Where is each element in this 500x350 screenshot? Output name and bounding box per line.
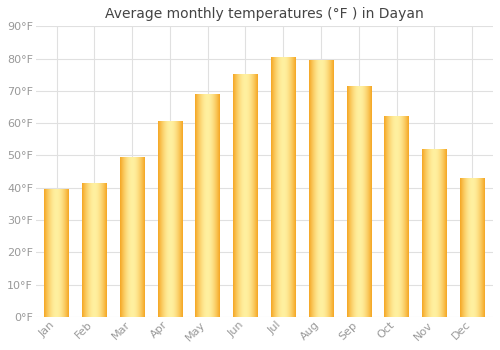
Title: Average monthly temperatures (°F ) in Dayan: Average monthly temperatures (°F ) in Da… [105,7,424,21]
